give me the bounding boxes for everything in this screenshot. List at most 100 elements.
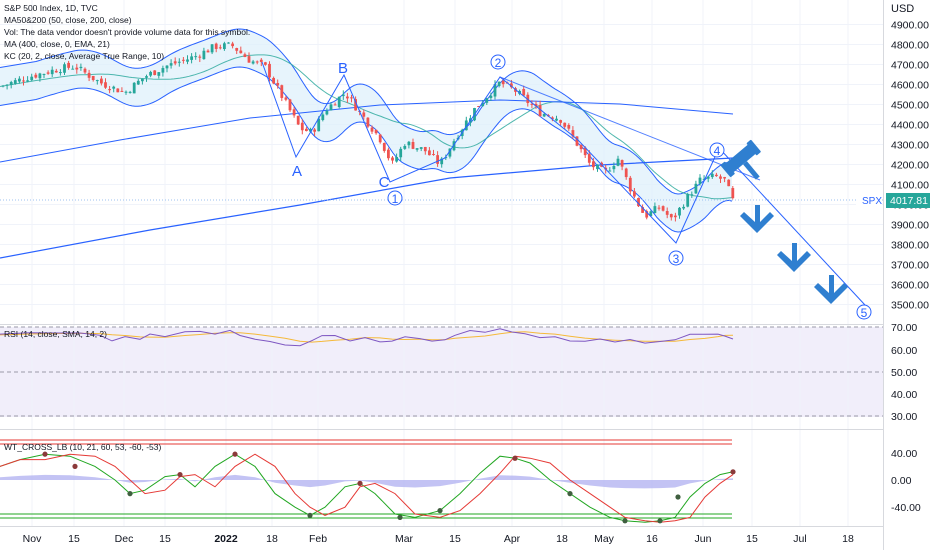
price-tick-label: 4800.00 bbox=[891, 40, 929, 52]
legend-ema400[interactable]: MA (400, close, 0, EMA, 21) bbox=[4, 39, 110, 49]
time-tick-label: 18 bbox=[556, 533, 568, 545]
wt-cross-pane[interactable] bbox=[0, 439, 736, 524]
candle-body bbox=[329, 104, 333, 111]
wt-histogram-area bbox=[0, 474, 733, 489]
candle-body bbox=[661, 206, 665, 211]
rsi-legend[interactable]: RSI (14, close, SMA, 14, 2) bbox=[4, 329, 107, 339]
down-arrow-icon[interactable] bbox=[777, 243, 811, 272]
candle-body bbox=[173, 61, 177, 64]
candle-body bbox=[202, 50, 206, 60]
candle-body bbox=[235, 48, 239, 51]
candle-body bbox=[169, 63, 173, 66]
time-tick-label: 15 bbox=[68, 533, 80, 545]
candle-body bbox=[452, 141, 456, 151]
keltner-channel-fill bbox=[0, 29, 732, 232]
wave-5-projection[interactable] bbox=[718, 147, 866, 306]
candle-body bbox=[223, 43, 226, 50]
candle-body bbox=[706, 176, 710, 179]
trend-line[interactable] bbox=[499, 76, 761, 181]
candle-body bbox=[415, 148, 419, 150]
price-tick-label: 3700.00 bbox=[891, 260, 929, 272]
wave-label-1: 1 bbox=[387, 190, 403, 206]
price-tick-label: 4300.00 bbox=[891, 140, 929, 152]
candle-body bbox=[337, 96, 341, 108]
candle-body bbox=[1, 85, 5, 87]
price-tick-label: 4900.00 bbox=[891, 20, 929, 32]
wave-label-1-text: 1 bbox=[392, 192, 399, 206]
candle-body bbox=[214, 43, 218, 49]
candle-body bbox=[79, 66, 83, 69]
time-axis[interactable]: Nov 15 Dec 15 2022 18 Feb Mar 15 Apr 18 May 16 Jun 15 J… bbox=[23, 533, 854, 545]
candle-body bbox=[206, 50, 210, 53]
candle-body bbox=[436, 155, 439, 164]
legend-title[interactable]: S&P 500 Index, 1D, TVC bbox=[4, 3, 98, 13]
rsi-tick-label: 70.00 bbox=[891, 322, 917, 334]
time-tick-label: 16 bbox=[646, 533, 658, 545]
candle-body bbox=[567, 124, 571, 129]
candle-body bbox=[157, 72, 161, 76]
price-axis[interactable]: USD 4900.004800.004700.004600.004500.004… bbox=[856, 0, 932, 550]
candle-body bbox=[218, 47, 222, 49]
candle-body bbox=[190, 56, 193, 60]
candle-body bbox=[30, 76, 34, 81]
candle-body bbox=[198, 56, 202, 58]
candle-body bbox=[727, 179, 731, 187]
legend[interactable]: S&P 500 Index, 1D, TVC MA50&200 (50, clo… bbox=[4, 3, 250, 61]
rsi-tick-label: 30.00 bbox=[891, 411, 917, 423]
candle-body bbox=[46, 72, 50, 74]
wt-cross-dot bbox=[657, 518, 663, 524]
candle-body bbox=[587, 154, 591, 163]
candle-body bbox=[300, 122, 304, 131]
elliott-wave-path[interactable] bbox=[261, 61, 720, 244]
candle-body bbox=[481, 102, 485, 107]
candle-body bbox=[54, 70, 58, 73]
candle-body bbox=[530, 103, 534, 105]
down-arrow-icon[interactable] bbox=[814, 275, 848, 304]
candle-body bbox=[698, 177, 702, 184]
rsi-pane[interactable] bbox=[0, 326, 883, 417]
legend-volume[interactable]: Vol: The data vendor doesn't provide vol… bbox=[4, 27, 250, 37]
candle-body bbox=[124, 91, 128, 93]
candle-body bbox=[305, 128, 308, 132]
candle-body bbox=[321, 114, 325, 121]
candle-body bbox=[247, 56, 251, 63]
candle-body bbox=[50, 69, 54, 75]
legend-keltner[interactable]: KC (20, 2, close, Average True Range, 10… bbox=[4, 51, 164, 61]
price-tick-label: 4400.00 bbox=[891, 120, 929, 132]
candle-body bbox=[161, 68, 165, 73]
price-tick-label: 4600.00 bbox=[891, 80, 929, 92]
time-tick-label: Nov bbox=[23, 533, 42, 545]
wt-legend[interactable]: WT_CROSS_LB (10, 21, 60, 53, -60, -53) bbox=[4, 442, 161, 452]
candle-body bbox=[26, 80, 29, 82]
candle-body bbox=[477, 106, 480, 108]
wt-line-red bbox=[0, 453, 734, 523]
time-tick-label: Feb bbox=[309, 533, 327, 545]
wt-line-green bbox=[0, 453, 734, 523]
wave-label-5-text: 5 bbox=[861, 306, 868, 320]
legend-ma50-200[interactable]: MA50&200 (50, close, 200, close) bbox=[4, 15, 132, 25]
gavel-icon[interactable] bbox=[720, 139, 772, 191]
candle-body bbox=[63, 64, 66, 73]
down-arrow-icon[interactable] bbox=[740, 205, 774, 233]
candle-body bbox=[13, 80, 17, 84]
time-tick-label: 15 bbox=[159, 533, 171, 545]
candle-body bbox=[682, 206, 685, 209]
rsi-tick-label: 50.00 bbox=[891, 367, 917, 379]
candle-body bbox=[9, 82, 13, 85]
candle-body bbox=[378, 134, 382, 143]
candle-body bbox=[87, 72, 91, 78]
candle-body bbox=[59, 72, 62, 74]
wave-label-4: 4 bbox=[709, 142, 725, 158]
candle-body bbox=[592, 161, 595, 168]
candle-body bbox=[333, 104, 337, 106]
price-pane[interactable]: A B C 1 2 3 4 5 bbox=[0, 28, 883, 320]
price-tick-label: 4500.00 bbox=[891, 100, 929, 112]
wt-cross-dot bbox=[42, 451, 48, 457]
candle-body bbox=[255, 61, 259, 63]
candle-body bbox=[71, 68, 75, 70]
candle-body bbox=[657, 207, 661, 209]
candle-body bbox=[579, 145, 583, 150]
price-tick-label: 3600.00 bbox=[891, 280, 929, 292]
